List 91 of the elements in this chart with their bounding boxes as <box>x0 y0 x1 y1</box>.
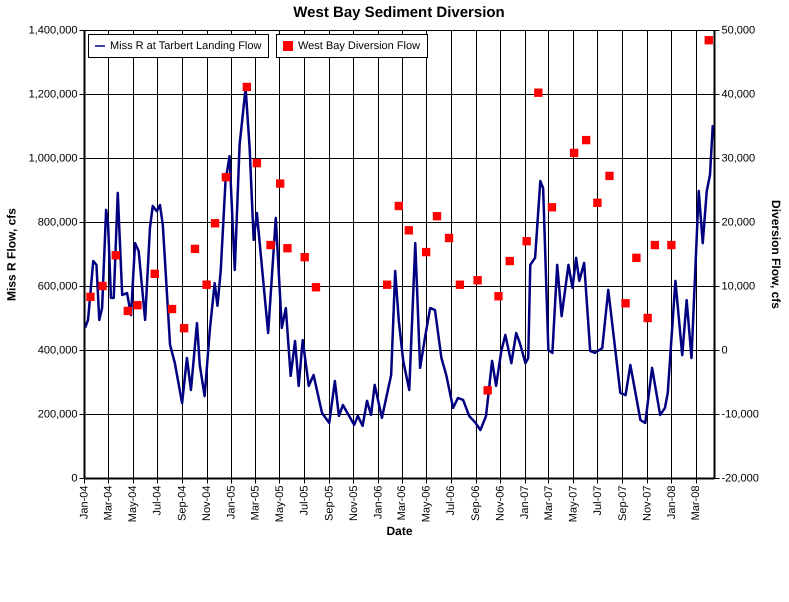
chart-title: West Bay Sediment Diversion <box>293 4 505 21</box>
x-tick-label: Mar-08 <box>690 486 702 520</box>
x-tick-label: Mar-04 <box>102 486 115 520</box>
y2-axis-title: Diversion Flow, cfs <box>768 200 783 310</box>
point <box>312 283 320 292</box>
y-tick-label: 200,000 <box>38 408 78 420</box>
x-tick-label: Jan-05 <box>226 486 238 520</box>
y2-tick-label: 20,000 <box>722 216 756 228</box>
point <box>483 386 492 395</box>
x-tick-label: Sep-06 <box>470 486 482 521</box>
x-tick-label: Jul-05 <box>298 486 310 516</box>
y-axis-title: Miss R Flow, cfs <box>4 208 19 301</box>
point <box>252 158 262 168</box>
point <box>621 299 630 308</box>
point <box>133 301 142 310</box>
y2-tick-label: 0 <box>722 344 728 356</box>
x-tick-label: Jan-07 <box>519 486 532 520</box>
y-tick-label: 1,200,000 <box>28 88 78 100</box>
x-tick-label: Jan-08 <box>666 486 678 520</box>
point <box>266 240 275 250</box>
point <box>180 324 188 332</box>
point <box>506 256 514 266</box>
point <box>300 253 309 262</box>
point <box>112 251 120 260</box>
point <box>643 314 652 322</box>
point <box>202 280 211 289</box>
x-tick-label: May-04 <box>127 486 140 522</box>
point <box>534 88 542 97</box>
y2-tick-label: -10,000 <box>722 408 759 420</box>
y-tick-label: 1,400,000 <box>28 24 78 36</box>
point <box>605 172 614 180</box>
x-tick-label: May-05 <box>274 486 286 522</box>
y-tick-label: 800,000 <box>38 216 78 228</box>
point <box>494 292 503 300</box>
point <box>222 173 230 182</box>
point <box>432 212 442 220</box>
point <box>704 36 713 44</box>
x-tick-label: May-06 <box>420 486 433 522</box>
x-tick-label: Nov-05 <box>348 486 360 521</box>
x-tick-label: Nov-06 <box>494 486 507 521</box>
point <box>548 203 556 212</box>
y2-tick-label: 30,000 <box>722 152 756 164</box>
x-tick-label: Jul-07 <box>592 486 604 516</box>
x-tick-label: Mar-06 <box>396 486 408 520</box>
x-tick-label: Jan-04 <box>78 486 90 520</box>
y2-tick-label: -20,000 <box>722 472 759 484</box>
point <box>582 136 590 144</box>
point <box>404 226 414 235</box>
point <box>422 248 430 256</box>
x-tick-label: Nov-07 <box>641 486 654 521</box>
point <box>473 276 482 284</box>
point <box>394 202 403 210</box>
y-tick-label: 1,000,000 <box>28 152 78 164</box>
point <box>570 148 578 158</box>
x-tick-label: May-07 <box>567 486 580 522</box>
legend-label: West Bay Diversion Flow <box>298 40 420 52</box>
point <box>444 234 454 242</box>
y2-tick-label: 10,000 <box>722 280 756 292</box>
x-tick-label: Sep-07 <box>616 486 629 521</box>
x-tick-label: Mar-07 <box>542 486 555 520</box>
point <box>168 304 176 314</box>
point <box>98 282 107 290</box>
y-tick-label: 600,000 <box>38 280 78 292</box>
y2-tick-label: 50,000 <box>722 24 756 36</box>
point <box>522 237 531 246</box>
x-tick-label: Jul-06 <box>445 486 458 516</box>
point <box>283 244 292 252</box>
point <box>650 240 660 250</box>
x-tick-label: Jan-06 <box>372 486 384 520</box>
legend-label: Miss R at Tarbert Landing Flow <box>110 40 262 52</box>
x-tick-label: Sep-04 <box>176 486 189 521</box>
point <box>124 306 132 316</box>
point <box>242 82 252 92</box>
point <box>667 240 676 250</box>
x-tick-label: Jul-04 <box>152 486 164 516</box>
y2-tick-label: 40,000 <box>722 88 756 100</box>
point <box>593 198 602 207</box>
y-tick-label: 400,000 <box>38 344 78 356</box>
point <box>382 280 392 289</box>
x-tick-label: Nov-04 <box>201 486 214 521</box>
point <box>86 292 95 302</box>
point <box>210 219 220 228</box>
point <box>456 280 464 289</box>
x-tick-label: Mar-05 <box>249 486 262 520</box>
point <box>276 179 284 188</box>
x-tick-label: Sep-05 <box>323 486 336 521</box>
y-tick-label: 0 <box>71 472 78 484</box>
point <box>190 244 200 254</box>
x-axis-title: Date <box>386 524 413 538</box>
point <box>632 254 641 262</box>
point <box>150 270 159 278</box>
